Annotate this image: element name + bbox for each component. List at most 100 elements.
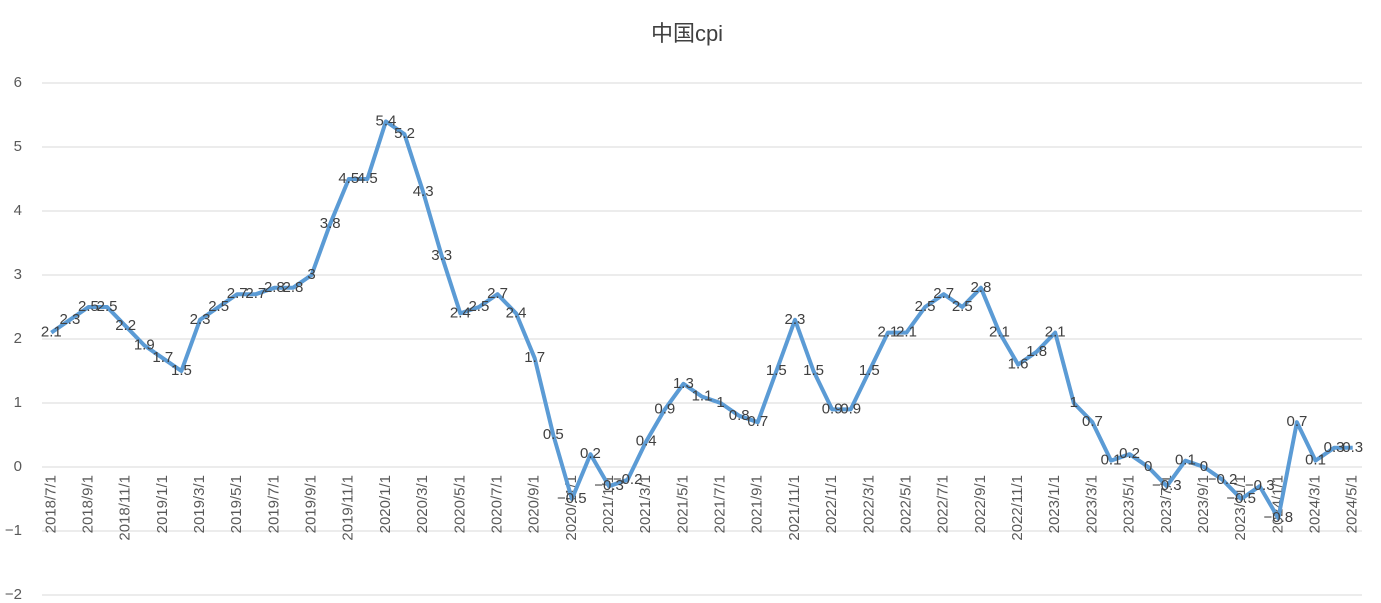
data-label: 5.4 — [376, 112, 397, 129]
y-tick-label: −1 — [5, 522, 22, 539]
data-label: 2.5 — [97, 298, 118, 315]
x-tick-label: 2018/11/1 — [117, 475, 134, 541]
x-tick-label: 2020/1/1 — [377, 475, 394, 533]
data-label: 2.3 — [59, 311, 80, 328]
data-label: 0.7 — [1286, 413, 1307, 430]
x-tick-label: 2023/9/1 — [1195, 475, 1212, 533]
x-tick-label: 2020/5/1 — [451, 475, 468, 533]
data-label: −0.2 — [1208, 471, 1238, 488]
x-tick-label: 2021/1/1 — [600, 475, 617, 533]
data-label: −0.3 — [1245, 477, 1275, 494]
data-label: 2.7 — [227, 285, 248, 302]
data-label: 4.5 — [338, 170, 359, 187]
data-label: −0.3 — [594, 477, 624, 494]
data-label: 2.3 — [190, 311, 211, 328]
data-label: 1.6 — [1008, 356, 1029, 373]
data-label: 2.4 — [506, 304, 527, 321]
y-tick-label: 5 — [14, 138, 22, 155]
data-label: 1.5 — [803, 362, 824, 379]
data-label: 0.7 — [747, 413, 768, 430]
x-tick-label: 2018/7/1 — [42, 475, 59, 533]
data-label: 0.9 — [822, 400, 843, 417]
x-tick-label: 2022/1/1 — [823, 475, 840, 533]
data-label: 1.1 — [692, 388, 713, 405]
data-label: 2.1 — [41, 324, 62, 341]
data-label: 0.2 — [1119, 445, 1140, 462]
data-label: 2.1 — [896, 324, 917, 341]
x-tick-label: 2022/11/1 — [1009, 475, 1026, 541]
data-label: 1 — [716, 394, 724, 411]
x-tick-label: 2021/3/1 — [637, 475, 654, 533]
data-label: −0.3 — [1152, 477, 1182, 494]
data-label: 2.7 — [487, 285, 508, 302]
data-label: −0.5 — [1226, 490, 1256, 507]
data-label: 1 — [1070, 394, 1078, 411]
x-tick-label: 2022/9/1 — [972, 475, 989, 533]
data-label: 0.2 — [580, 445, 601, 462]
data-label: 0.1 — [1175, 452, 1196, 469]
data-label: 0.8 — [729, 407, 750, 424]
x-tick-label: 2019/5/1 — [228, 475, 245, 533]
x-tick-label: 2022/5/1 — [897, 475, 914, 533]
data-label: −0.2 — [613, 471, 643, 488]
data-label: 1.8 — [1026, 343, 1047, 360]
x-tick-label: 2024/3/1 — [1306, 475, 1323, 533]
y-tick-label: 4 — [14, 202, 22, 219]
x-tick-label: 2019/11/1 — [340, 475, 357, 541]
data-label: 0 — [1144, 458, 1152, 475]
x-tick-label: 2023/5/1 — [1121, 475, 1138, 533]
data-label: 2.8 — [264, 279, 285, 296]
data-label: 2.5 — [468, 298, 489, 315]
x-tick-label: 2023/7/1 — [1158, 475, 1175, 533]
line — [50, 119, 1353, 521]
data-label: 2.5 — [208, 298, 229, 315]
data-label: 0.1 — [1305, 452, 1326, 469]
x-tick-label: 2022/3/1 — [860, 475, 877, 533]
data-label: 0 — [1200, 458, 1208, 475]
data-label: 1.7 — [152, 349, 173, 366]
data-label: 2.1 — [989, 324, 1010, 341]
data-label: 2.3 — [785, 311, 806, 328]
data-label: 1.5 — [766, 362, 787, 379]
data-label: 1.7 — [524, 349, 545, 366]
y-tick-label: 0 — [14, 458, 22, 475]
data-label: 0.4 — [636, 432, 657, 449]
data-label: 0.1 — [1101, 452, 1122, 469]
y-tick-label: 1 — [14, 394, 22, 411]
chart-title: 中国cpi — [651, 21, 723, 46]
data-label: 4.5 — [357, 170, 378, 187]
data-label: 2.1 — [1045, 324, 1066, 341]
data-label: 3 — [307, 266, 315, 283]
x-tick-label: 2019/7/1 — [265, 475, 282, 533]
data-label: 0.3 — [1342, 439, 1363, 456]
x-tick-label: 2021/9/1 — [749, 475, 766, 533]
x-tick-label: 2021/7/1 — [712, 475, 729, 533]
data-label: 2.5 — [952, 298, 973, 315]
data-label: 0.5 — [543, 426, 564, 443]
data-label: 3.3 — [431, 247, 452, 264]
data-label: 2.2 — [115, 317, 136, 334]
y-tick-label: 6 — [14, 74, 22, 91]
x-tick-label: 2023/1/1 — [1046, 475, 1063, 533]
x-tick-label: 2020/3/1 — [414, 475, 431, 533]
data-label: 0.7 — [1082, 413, 1103, 430]
y-tick-label: −2 — [5, 586, 22, 603]
x-tick-label: 2020/7/1 — [488, 475, 505, 533]
x-tick-label: 2020/9/1 — [526, 475, 543, 533]
data-label: 1.5 — [859, 362, 880, 379]
x-tick-label: 2021/11/1 — [786, 475, 803, 541]
x-tick-label: 2024/5/1 — [1344, 475, 1361, 533]
x-tick-label: 2019/1/1 — [154, 475, 171, 533]
x-tick-label: 2018/9/1 — [79, 475, 96, 533]
data-label: 1.5 — [171, 362, 192, 379]
data-label: 4.3 — [413, 183, 434, 200]
data-label: 3.8 — [320, 215, 341, 232]
data-label: 2.8 — [970, 279, 991, 296]
data-label: 2.5 — [915, 298, 936, 315]
x-tick-label: 2022/7/1 — [935, 475, 952, 533]
data-label: 0.9 — [654, 400, 675, 417]
x-tick-label: 2021/5/1 — [674, 475, 691, 533]
y-tick-label: 2 — [14, 330, 22, 347]
data-label: 5.2 — [394, 125, 415, 142]
